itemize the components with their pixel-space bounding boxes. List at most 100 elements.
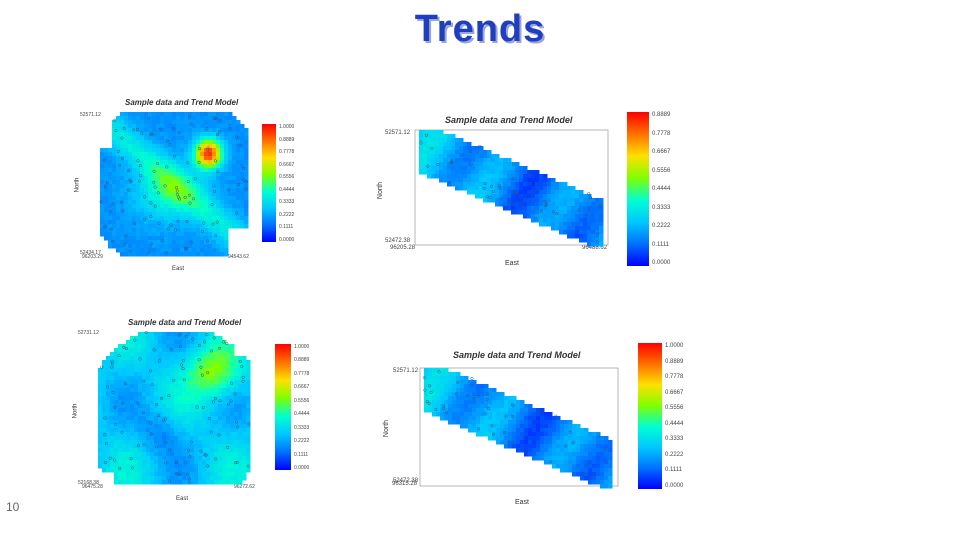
heatmap-cell [132, 156, 137, 161]
heatmap-cell [180, 180, 185, 185]
heatmap-cell [180, 120, 185, 125]
heatmap-cell [232, 152, 237, 157]
heatmap-cell [210, 404, 215, 409]
heatmap-cell [226, 384, 231, 389]
heatmap-cell [144, 244, 149, 249]
sample-point [123, 382, 128, 386]
heatmap-cell [136, 144, 141, 149]
heatmap-cell [568, 456, 573, 461]
heatmap-cell [204, 140, 209, 145]
heatmap-cell [172, 120, 177, 125]
sample-point [538, 188, 542, 192]
heatmap-cell [150, 452, 155, 457]
heatmap-cell [196, 152, 201, 157]
heatmap-cell [475, 174, 480, 179]
heatmap-cell [495, 166, 500, 171]
heatmap-cell [230, 448, 235, 453]
heatmap-cell [152, 224, 157, 229]
heatmap-cell [128, 196, 133, 201]
heatmap-cell [588, 464, 593, 469]
heatmap-cell [136, 232, 141, 237]
heatmap-cell [154, 428, 159, 433]
heatmap-cell [138, 480, 143, 485]
heatmap-cell [464, 384, 469, 389]
heatmap-cell [162, 396, 167, 401]
heatmap-cell [568, 436, 573, 441]
heatmap-cell [500, 424, 505, 429]
heatmap-cell [136, 228, 141, 233]
heatmap-cell [170, 400, 175, 405]
heatmap-cell [544, 424, 549, 429]
heatmap-cell [544, 420, 549, 425]
heatmap-cell [160, 140, 165, 145]
heatmap-cell [576, 472, 581, 477]
heatmap-cell [246, 396, 251, 401]
heatmap-cell [152, 164, 157, 169]
heatmap-cell [120, 252, 125, 257]
heatmap-cell [130, 396, 135, 401]
heatmap-cell [204, 236, 209, 241]
heatmap-cell [595, 214, 600, 219]
heatmap-cell [158, 404, 163, 409]
heatmap-cell [448, 400, 453, 405]
heatmap-cell [451, 150, 456, 155]
heatmap-cell [496, 400, 501, 405]
heatmap-cell [587, 226, 592, 231]
heatmap-cell [114, 368, 119, 373]
heatmap-cell [467, 182, 472, 187]
heatmap-cell [126, 376, 131, 381]
sample-point [213, 116, 217, 120]
heatmap-cell [120, 152, 125, 157]
heatmap-cell [186, 384, 191, 389]
heatmap-cell [584, 460, 589, 465]
heatmap-cell [500, 404, 505, 409]
heatmap-cell [204, 196, 209, 201]
heatmap-cell [170, 420, 175, 425]
heatmap-cell [146, 424, 151, 429]
heatmap-cell [238, 480, 243, 485]
heatmap-cell [166, 388, 171, 393]
heatmap-cell [172, 172, 177, 177]
heatmap-cell [563, 222, 568, 227]
heatmap-cell [240, 196, 245, 201]
heatmap-cell [122, 432, 127, 437]
heatmap-cell [246, 408, 251, 413]
heatmap-cell [571, 202, 576, 207]
sample-point [587, 192, 591, 196]
heatmap-cell [443, 178, 448, 183]
heatmap-cell [479, 150, 484, 155]
heatmap-cell [180, 136, 185, 141]
heatmap-cell [190, 340, 195, 345]
heatmap-cell [452, 408, 457, 413]
heatmap-cell [196, 168, 201, 173]
heatmap-cell [491, 166, 496, 171]
heatmap-cell [118, 468, 123, 473]
heatmap-cell [208, 132, 213, 137]
heatmap-cell [174, 372, 179, 377]
sample-point [206, 146, 210, 150]
heatmap-cell [166, 352, 171, 357]
heatmap-cell [216, 196, 221, 201]
heatmap-cell [238, 476, 243, 481]
heatmap-cell [503, 178, 508, 183]
heatmap-cell [218, 360, 223, 365]
heatmap-cell [118, 380, 123, 385]
sample-point [234, 461, 238, 465]
sample-point [175, 472, 179, 476]
heatmap-cell [439, 154, 444, 159]
heatmap-cell [142, 384, 147, 389]
heatmap-cell [559, 230, 564, 235]
heatmap-cell [198, 372, 203, 377]
heatmap-cell [182, 384, 187, 389]
colorbar-tick-label: 0.3333 [665, 436, 684, 443]
heatmap-cell [475, 166, 480, 171]
heatmap-cell [524, 432, 529, 437]
heatmap-cell [152, 232, 157, 237]
heatmap-cell [222, 476, 227, 481]
heatmap-cell [226, 436, 231, 441]
heatmap-cell [464, 396, 469, 401]
sample-point [485, 398, 489, 402]
heatmap-cell [560, 440, 565, 445]
heatmap-cell [128, 116, 133, 121]
heatmap-cell [242, 464, 247, 469]
